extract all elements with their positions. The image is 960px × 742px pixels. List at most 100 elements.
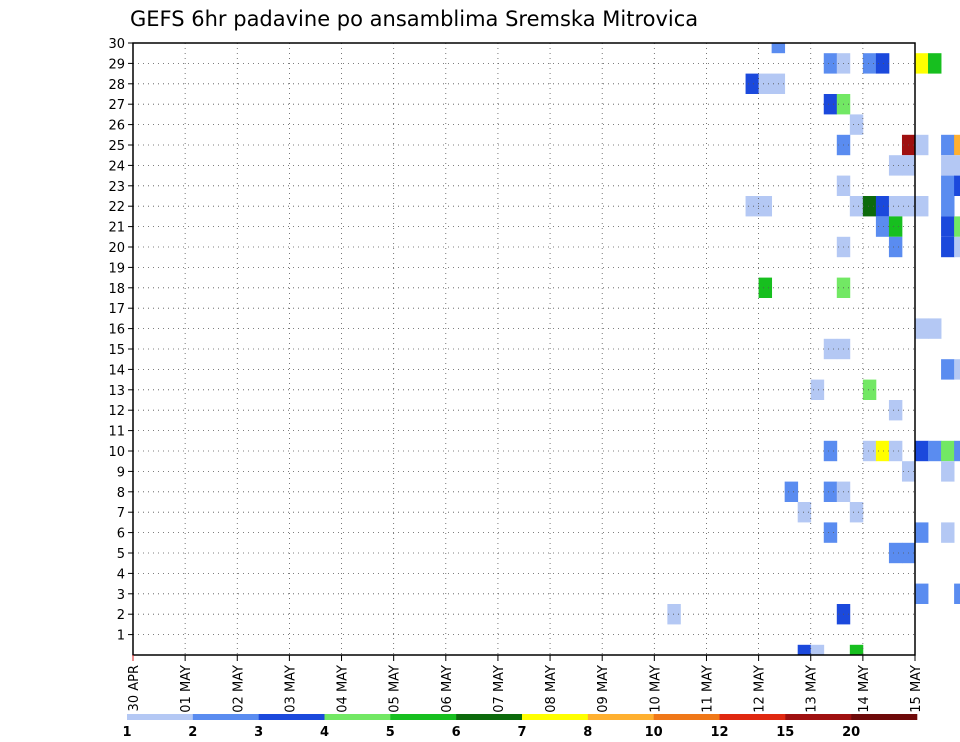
heatmap-cell (928, 53, 942, 74)
colorbar-swatch (456, 714, 523, 720)
heatmap-cell (823, 53, 838, 74)
heatmap-cell (823, 481, 838, 502)
heatmap-cell (823, 522, 838, 543)
y-tick-label: 6 (117, 527, 125, 542)
colorbar-swatch (522, 714, 589, 720)
heatmap-cell (888, 440, 903, 462)
heatmap-cell (888, 400, 903, 421)
heatmap-cell (797, 644, 812, 655)
heatmap-cell (915, 440, 929, 462)
y-tick-label: 28 (108, 78, 125, 93)
colorbar-label: 1 (122, 725, 131, 740)
x-axis-ticks: 30 APR 01 MAY 02 MAY 03 MAY 04 MAY 05 MAY 06 M… (127, 655, 924, 713)
x-tick-label: 15 MAY (909, 665, 924, 713)
colorbar-label: 5 (386, 725, 395, 740)
colorbar-label: 15 (776, 725, 794, 740)
heatmap-cell (758, 196, 773, 217)
x-tick-label: 09 MAY (596, 665, 611, 713)
heatmap-cell (875, 196, 890, 217)
heatmap-cell (862, 440, 877, 462)
y-tick-label: 29 (108, 57, 125, 72)
colorbar-legend: 1 2 3 4 5 6 7 8 10 12 15 20 (122, 714, 918, 740)
colorbar-swatch (587, 714, 654, 720)
heatmap-cell (915, 134, 929, 156)
heatmap-cell (954, 155, 960, 176)
heatmap-cell (915, 318, 929, 339)
y-tick-label: 26 (108, 119, 125, 134)
heatmap-cell (954, 236, 960, 258)
heatmap-cell (875, 216, 890, 237)
heatmap-cell (941, 236, 955, 258)
colorbar-swatch (324, 714, 391, 720)
grid-lines (133, 42, 915, 655)
heatmap-cell (915, 196, 929, 217)
heatmap-cell (941, 175, 955, 196)
heatmap-cell (771, 43, 786, 54)
heatmap-cell (849, 644, 864, 655)
x-tick-label: 12 MAY (753, 665, 768, 713)
y-tick-label: 10 (108, 445, 125, 460)
heatmap-cell (849, 114, 864, 135)
y-tick-label: 24 (108, 159, 125, 174)
heatmap-cell (862, 379, 877, 400)
x-tick-label: 10 MAY (648, 665, 663, 713)
heatmap-cell (667, 604, 681, 625)
y-tick-label: 30 (108, 37, 125, 52)
heatmap-cell (784, 481, 799, 502)
colorbar-label: 8 (583, 725, 592, 740)
x-tick-label: 14 MAY (857, 665, 872, 713)
heatmap-cell (888, 542, 903, 564)
heatmap-cell (941, 359, 955, 380)
heatmap-cell (862, 53, 877, 74)
heatmap-cell (862, 196, 877, 217)
x-tick-label: 03 MAY (283, 665, 298, 713)
heatmap-cell (954, 359, 960, 380)
y-tick-label: 19 (108, 261, 125, 276)
y-tick-label: 3 (117, 588, 125, 603)
heatmap-cell (888, 216, 903, 237)
heatmap-cell (954, 216, 960, 237)
y-tick-label: 7 (117, 506, 125, 521)
y-tick-label: 27 (108, 98, 125, 113)
heatmap-cell (928, 440, 942, 462)
y-tick-label: 4 (117, 567, 125, 582)
heatmap-cell (745, 196, 759, 217)
colorbar-swatch (390, 714, 457, 720)
y-tick-label: 23 (108, 180, 125, 195)
heatmap-cell (915, 522, 929, 543)
colorbar-swatch (851, 714, 918, 720)
heatmap-cell (810, 644, 825, 655)
y-tick-label: 8 (117, 486, 125, 501)
heatmap-cell (941, 155, 955, 176)
heatmap-cells (667, 43, 960, 655)
heatmap-cell (849, 502, 864, 523)
y-tick-label: 13 (108, 384, 125, 399)
heatmap-cell (849, 196, 864, 217)
heatmap-cell (915, 53, 929, 74)
x-tick-label: 01 MAY (179, 665, 194, 713)
y-tick-label: 9 (117, 465, 125, 480)
heatmap-cell (758, 277, 773, 298)
heatmap-cell (941, 461, 955, 482)
y-tick-label: 2 (117, 608, 125, 623)
heatmap-cell (888, 155, 903, 176)
y-tick-label: 12 (108, 404, 125, 419)
heatmap-cell (888, 196, 903, 217)
colorbar-swatch (719, 714, 786, 720)
y-tick-label: 11 (108, 425, 125, 440)
heatmap-cell (823, 94, 838, 115)
colorbar-label: 4 (320, 725, 329, 740)
heatmap-cell (915, 583, 929, 604)
heatmap-cell (941, 196, 955, 217)
heatmap-cell (758, 73, 773, 94)
y-tick-label: 20 (108, 241, 125, 256)
colorbar-label: 12 (710, 725, 728, 740)
heatmap-cell (941, 134, 955, 156)
heatmap-cell (954, 175, 960, 196)
colorbar-label: 2 (188, 725, 197, 740)
heatmap-cell (823, 338, 838, 360)
heatmap-cell (941, 216, 955, 237)
colorbar-swatch (127, 714, 194, 720)
x-tick-label: 13 MAY (805, 665, 820, 713)
